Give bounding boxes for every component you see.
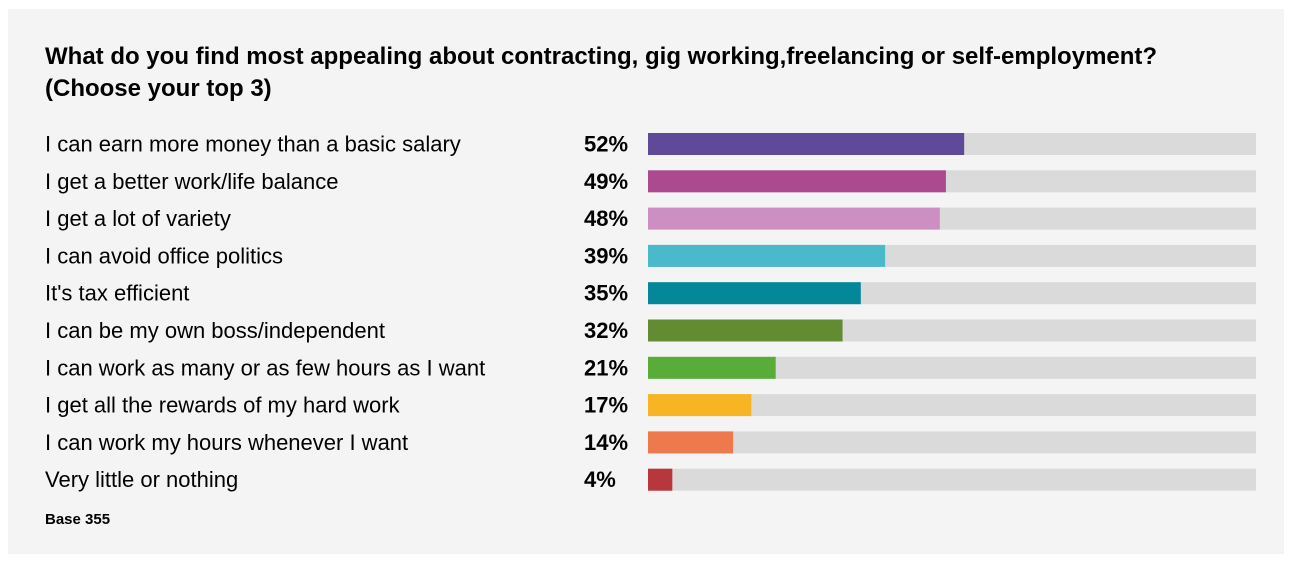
value-label-row-1: 52% <box>584 132 628 157</box>
bar-track-row-7 <box>648 356 1256 379</box>
category-label-row-7: I can work as many or as few hours as I … <box>45 355 485 380</box>
bar-row-7 <box>648 356 776 379</box>
value-label-row-2: 49% <box>584 169 628 194</box>
bar-row-8 <box>648 394 752 417</box>
category-label-row-6: I can be my own boss/independent <box>45 318 385 343</box>
value-label-row-9: 14% <box>584 430 628 455</box>
category-label-row-5: It's tax efficient <box>45 281 189 306</box>
category-label-row-4: I can avoid office politics <box>45 243 283 268</box>
category-label-row-10: Very little or nothing <box>45 467 238 492</box>
category-label-row-2: I get a better work/life balance <box>45 169 339 194</box>
value-label-row-6: 32% <box>584 318 628 343</box>
value-label-row-5: 35% <box>584 281 628 306</box>
value-label-row-4: 39% <box>584 243 628 268</box>
bar-row-4 <box>648 244 886 267</box>
bar-track-row-9 <box>648 431 1256 454</box>
bar-row-1 <box>648 133 965 155</box>
value-label-row-10: 4% <box>584 467 616 492</box>
bar-row-9 <box>648 431 734 454</box>
bar-row-6 <box>648 319 843 342</box>
bar-row-5 <box>648 282 861 305</box>
category-label-row-9: I can work my hours whenever I want <box>45 430 408 455</box>
bar-track-row-8 <box>648 394 1256 417</box>
category-label-row-3: I get a lot of variety <box>45 206 231 231</box>
chart-panel <box>8 9 1284 554</box>
base-footnote: Base 355 <box>45 511 111 528</box>
value-label-row-8: 17% <box>584 393 628 418</box>
bar-row-3 <box>648 207 940 230</box>
category-label-row-1: I can earn more money than a basic salar… <box>45 132 461 157</box>
chart-title: What do you find most appealing about co… <box>45 43 1158 102</box>
value-label-row-7: 21% <box>584 355 628 380</box>
category-label-row-8: I get all the rewards of my hard work <box>45 393 401 418</box>
bar-track-row-10 <box>648 468 1256 491</box>
value-label-row-3: 48% <box>584 206 628 231</box>
bar-row-2 <box>648 170 946 193</box>
bar-row-10 <box>648 468 673 491</box>
